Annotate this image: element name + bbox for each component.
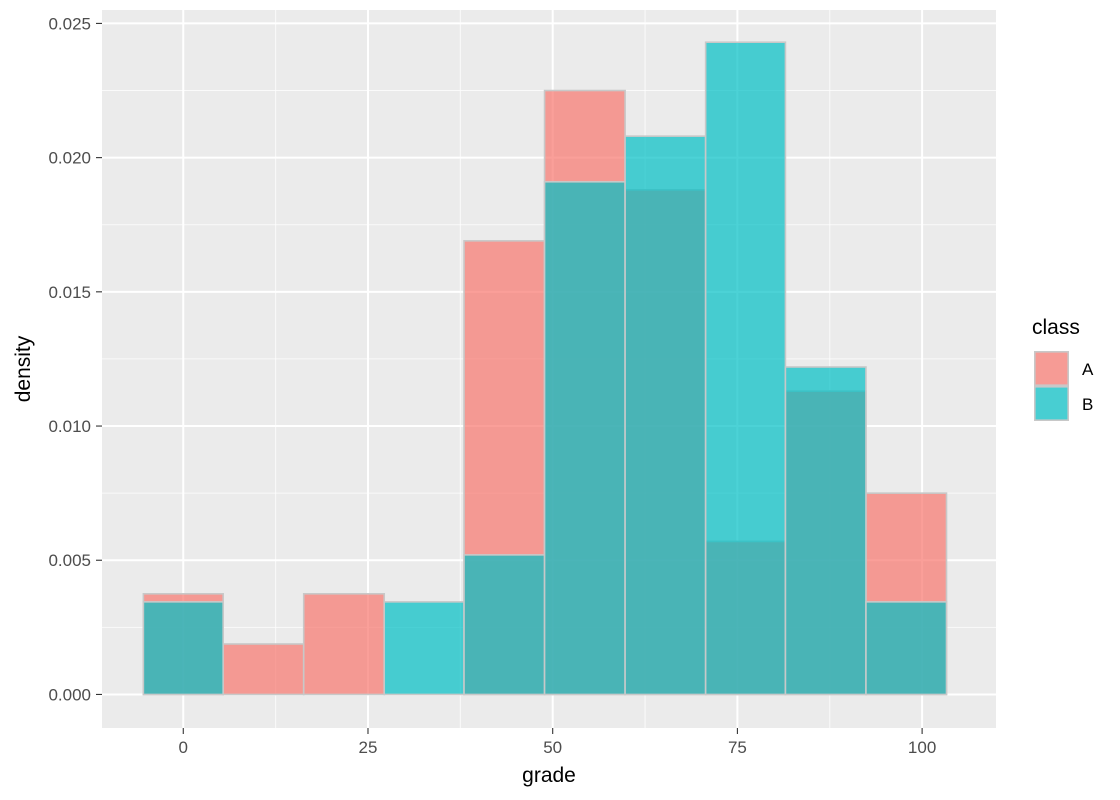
- bar-b: [865, 601, 948, 696]
- y-tick-label: 0.010: [48, 417, 91, 436]
- y-tick-label: 0.025: [48, 14, 91, 33]
- x-tick-label: 100: [908, 738, 936, 757]
- x-tick-label: 50: [543, 738, 562, 757]
- legend-label-b: B: [1082, 395, 1093, 414]
- y-tick-label: 0.000: [48, 685, 91, 704]
- x-tick-label: 0: [179, 738, 188, 757]
- bar-b: [704, 41, 787, 696]
- legend-title: class: [1032, 316, 1080, 339]
- bar-b: [784, 366, 867, 696]
- bar-b: [543, 180, 626, 696]
- series-b-bars: [142, 41, 948, 696]
- y-axis: 0.000 0.005 0.010 0.015 0.020 0.025: [48, 14, 102, 704]
- y-tick-label: 0.020: [48, 149, 91, 168]
- y-tick-label: 0.005: [48, 551, 91, 570]
- y-tick-label: 0.015: [48, 283, 91, 302]
- bar-b: [383, 601, 465, 696]
- x-axis: 0 25 50 75 100: [179, 728, 936, 757]
- legend-label-a: A: [1082, 360, 1094, 379]
- bar-a: [302, 592, 386, 696]
- bar-b: [624, 135, 707, 696]
- legend: class AB: [1032, 316, 1094, 421]
- bar-a: [222, 643, 305, 696]
- legend-swatch-b: [1034, 385, 1070, 421]
- y-axis-title: density: [12, 335, 35, 402]
- bar-b: [463, 554, 546, 696]
- x-axis-title: grade: [522, 764, 576, 787]
- x-tick-label: 25: [359, 738, 378, 757]
- bar-b: [142, 601, 224, 696]
- legend-swatch-a: [1034, 350, 1070, 386]
- x-tick-label: 75: [728, 738, 747, 757]
